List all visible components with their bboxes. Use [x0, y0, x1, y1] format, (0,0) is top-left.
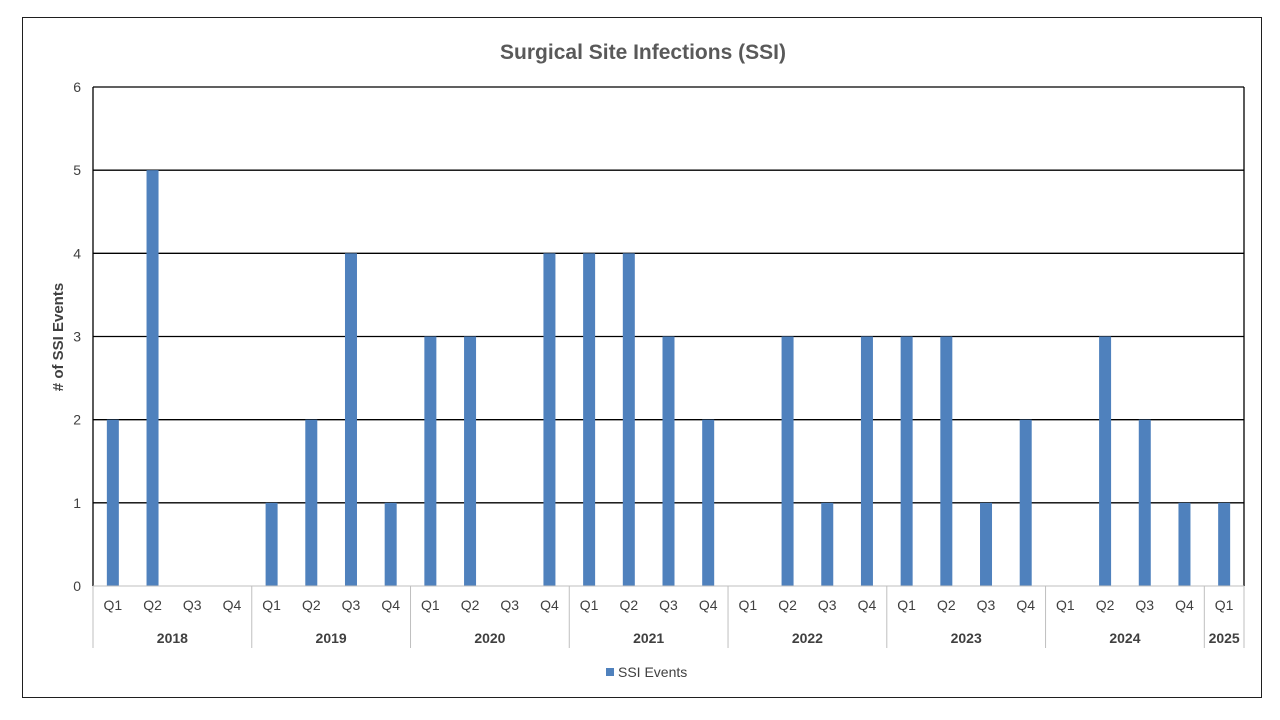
x-tick-label: Q3: [183, 597, 202, 613]
x-tick-label: Q3: [342, 597, 361, 613]
y-tick-label: 6: [73, 79, 81, 95]
x-year-label: 2022: [792, 630, 823, 646]
chart-title: Surgical Site Infections (SSI): [500, 41, 786, 64]
x-tick-label: Q4: [699, 597, 718, 613]
bar: [622, 253, 635, 587]
y-tick-label: 1: [73, 495, 81, 511]
y-axis-label: # of SSI Events: [50, 283, 67, 391]
x-tick-label: Q3: [659, 597, 678, 613]
bar-layer: [106, 170, 1231, 587]
bar: [543, 253, 556, 587]
x-year-label: 2018: [157, 630, 188, 646]
x-year-label: 2020: [474, 630, 505, 646]
bar: [265, 502, 278, 586]
x-tick-label: Q4: [1016, 597, 1035, 613]
x-year-label: 2019: [316, 630, 347, 646]
x-tick-label: Q1: [739, 597, 758, 613]
x-tick-label: Q1: [1056, 597, 1075, 613]
bar: [583, 253, 596, 587]
bar: [781, 336, 794, 586]
bar: [1218, 502, 1231, 586]
x-tick-label: Q1: [580, 597, 599, 613]
bar: [106, 419, 119, 586]
bar: [464, 336, 477, 586]
x-year-label: 2025: [1209, 630, 1240, 646]
x-year-label: 2021: [633, 630, 664, 646]
x-tick-label: Q2: [937, 597, 956, 613]
x-tick-label: Q4: [223, 597, 242, 613]
bar: [860, 336, 873, 586]
legend: SSI Events: [606, 664, 687, 680]
x-tick-label: Q3: [500, 597, 519, 613]
bar: [900, 336, 913, 586]
x-tick-label: Q2: [778, 597, 797, 613]
legend-label: SSI Events: [618, 664, 687, 680]
legend-swatch: [606, 668, 614, 676]
x-year-label: 2024: [1109, 630, 1140, 646]
bar: [424, 336, 437, 586]
bar: [821, 502, 834, 586]
bar: [305, 419, 318, 586]
x-tick-label: Q2: [619, 597, 638, 613]
bar: [384, 502, 397, 586]
x-tick-label: Q1: [262, 597, 281, 613]
x-tick-label: Q2: [143, 597, 162, 613]
x-tick-label: Q4: [858, 597, 877, 613]
y-tick-label: 2: [73, 412, 81, 428]
bar: [1178, 502, 1191, 586]
bar: [1099, 336, 1112, 586]
chart-frame: Surgical Site Infections (SSI) # of SSI …: [22, 17, 1262, 698]
y-tick-label: 0: [73, 578, 81, 594]
x-tick-label: Q3: [977, 597, 996, 613]
bar: [344, 253, 357, 587]
y-tick-label: 4: [73, 245, 81, 261]
bar: [1019, 419, 1032, 586]
x-tick-label: Q4: [381, 597, 400, 613]
bar: [702, 419, 715, 586]
x-tick-label: Q4: [1175, 597, 1194, 613]
x-tick-label: Q1: [1215, 597, 1234, 613]
x-tick-label: Q2: [302, 597, 321, 613]
bar: [940, 336, 953, 586]
chart-svg: Surgical Site Infections (SSI) # of SSI …: [50, 41, 1245, 680]
x-tick-label: Q2: [461, 597, 480, 613]
x-tick-label: Q1: [104, 597, 123, 613]
bar: [980, 502, 993, 586]
x-tick-label: Q1: [421, 597, 440, 613]
bar: [1138, 419, 1151, 586]
x-tick-label: Q1: [897, 597, 916, 613]
y-tick-label: 3: [73, 329, 81, 345]
x-tick-label: Q4: [540, 597, 559, 613]
bar: [146, 170, 159, 586]
axis-layer: 0 1 2 3 4 5 6 Q1 Q2 Q3 Q4 Q1 Q2 Q3 Q4 Q1 Q2 Q3 Q4 Q1 Q2 Q3 Q4 Q…: [73, 79, 1245, 648]
x-tick-label: Q2: [1096, 597, 1115, 613]
y-tick-label: 5: [73, 162, 81, 178]
x-year-label: 2023: [951, 630, 982, 646]
bar: [662, 336, 675, 586]
x-tick-label: Q3: [818, 597, 837, 613]
x-tick-label: Q3: [1135, 597, 1154, 613]
